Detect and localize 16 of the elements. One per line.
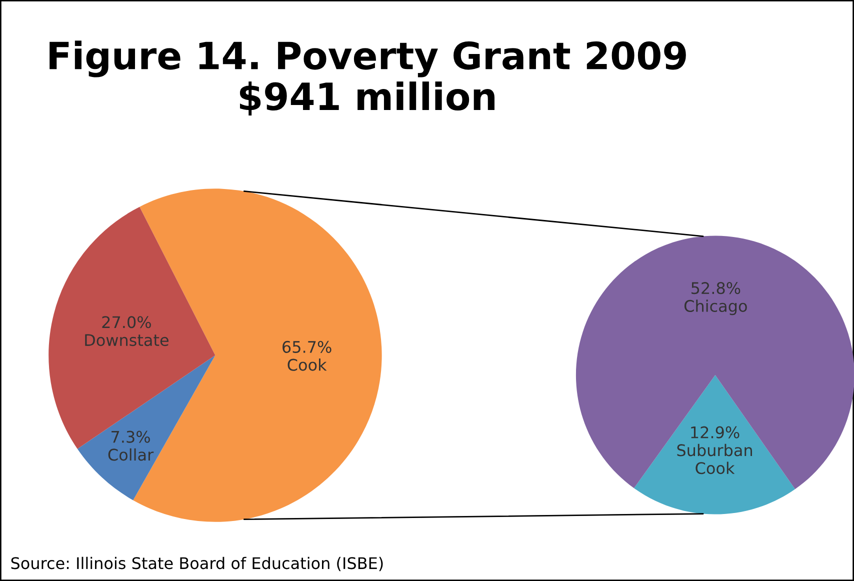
chart-title: Figure 14. Poverty Grant 2009 $941 million xyxy=(50,40,686,116)
slice-label: Suburban Cook xyxy=(677,444,752,474)
source-note: Source: Illinois State Board of Education (ISBE) xyxy=(11,556,383,572)
slice-label: Downstate xyxy=(85,334,168,346)
pie-slice xyxy=(77,355,216,500)
slice-label: Cook xyxy=(288,358,327,371)
data-label: 7.3% xyxy=(112,430,150,443)
pie-slice xyxy=(634,375,796,514)
data-label: 65.7% xyxy=(282,340,332,353)
data-label: 52.8% xyxy=(692,282,740,294)
slice-label: Collar xyxy=(108,448,154,461)
pie-slice xyxy=(576,236,854,490)
data-label: 27.0% xyxy=(102,316,151,328)
pie-slice xyxy=(48,206,216,449)
data-label: 12.9% xyxy=(691,426,740,438)
slice-label: Chicago xyxy=(684,300,747,316)
